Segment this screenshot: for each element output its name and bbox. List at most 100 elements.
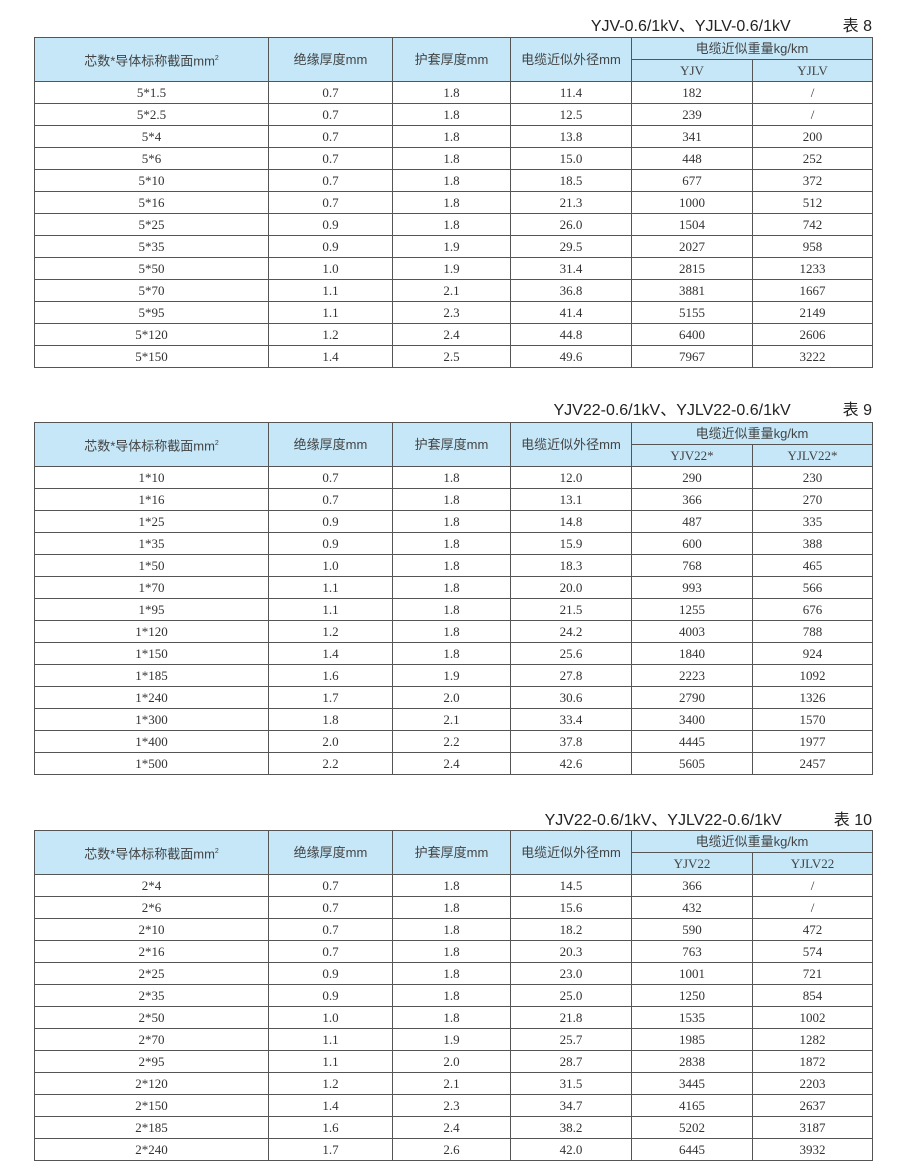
table-cell: / — [751, 874, 874, 897]
table-cell: 49.6 — [510, 345, 632, 368]
table-row: 5*1.5 0.7 1.8 11.4 182/ — [34, 81, 874, 104]
table-cell: 2.0 — [392, 1050, 511, 1073]
table-cell: 512 — [751, 191, 874, 214]
table-cell: 1.9 — [392, 1028, 511, 1051]
table-cell: 0.7 — [268, 191, 393, 214]
table-cell: 20.3 — [510, 940, 632, 963]
table-cell: 1.6 — [268, 1116, 393, 1139]
table-row: 1*240 1.7 2.0 30.6 2790 1326 — [34, 686, 874, 709]
table-cell: 2*25 — [34, 962, 269, 985]
table-cell: 1001 — [631, 962, 753, 985]
table-cell: 0.7 — [268, 918, 393, 941]
table-row: 2*35 0.9 1.8 25.0 1250 854 — [34, 984, 874, 1007]
table-cell: 1.1 — [268, 576, 393, 599]
table-row: 1*70 1.1 1.8 20.0 993 566 — [34, 576, 874, 599]
header-diameter: 电缆近似外径mm — [510, 422, 632, 467]
table-row: 1*16 0.7 1.8 13.1 366 270 — [34, 488, 874, 511]
table-cell: 15.9 — [510, 532, 632, 555]
table-cell: 1233 — [751, 257, 874, 280]
table-cell: 335 — [751, 510, 874, 533]
table-cell: 1*150 — [34, 642, 269, 665]
table-cell: 1.8 — [392, 918, 511, 941]
table-cell: 15.6 — [510, 896, 632, 919]
header-sheath: 护套厚度mm — [392, 37, 511, 82]
table-cell: 1.1 — [268, 598, 393, 621]
table-cell: 38.2 — [510, 1116, 632, 1139]
table-cell: 1.8 — [392, 896, 511, 919]
table-cell: 5*95 — [34, 301, 269, 324]
table-cell: 0.7 — [268, 940, 393, 963]
table-cell: 1.7 — [268, 1138, 393, 1161]
header-row: 芯数*导体标称截面mm2 绝缘厚度mm 护套厚度mm 电缆近似外径mm 电缆近似… — [34, 422, 874, 467]
table-row: 2*50 1.0 1.8 21.8 1535 1002 — [34, 1006, 874, 1029]
table-cell: 2457 — [751, 752, 874, 775]
table-cell: 2.2 — [268, 752, 393, 775]
table-row: 2*185 1.6 2.4 38.2 5202 3187 — [34, 1116, 874, 1139]
sub-header-row: YJV22 YJLV22 — [35, 852, 874, 875]
table-cell: 5*25 — [34, 213, 269, 236]
table-cell: 1.8 — [392, 81, 511, 104]
table-row: 1*400 2.0 2.2 37.8 4445 1977 — [34, 730, 874, 753]
table-row: 5*4 0.7 1.8 13.8 341 200 — [34, 125, 874, 148]
table-cell: 5*2.5 — [34, 103, 269, 126]
table-cell: 763 — [631, 940, 753, 963]
sub-header-aluminum: YJLV22* — [751, 444, 874, 467]
cable-spec-table: 芯数*导体标称截面mm2 绝缘厚度mm 护套厚度mm 电缆近似外径mm 电缆近似… — [34, 830, 874, 1161]
table-row: 2*10 0.7 1.8 18.2 590 472 — [34, 918, 874, 941]
table-cell: 18.5 — [510, 169, 632, 192]
table-cell: 721 — [751, 962, 874, 985]
table-row: 1*10 0.7 1.8 12.0 290 230 — [34, 466, 874, 489]
table-cell: 372 — [751, 169, 874, 192]
table-cell: 3187 — [751, 1116, 874, 1139]
table-cell: 1.8 — [392, 554, 511, 577]
table-cell: 239 — [631, 103, 753, 126]
table-cell: 1.1 — [268, 1050, 393, 1073]
table-row: 2*6 0.7 1.8 15.6 432/ — [34, 896, 874, 919]
table-cell: 366 — [631, 874, 753, 897]
table-cell: 36.8 — [510, 279, 632, 302]
table-cell: / — [751, 103, 874, 126]
table-cell: 1.8 — [392, 1006, 511, 1029]
table-cell: 2.1 — [392, 1072, 511, 1095]
table-cell: 14.5 — [510, 874, 632, 897]
table-cell: 448 — [631, 147, 753, 170]
table-cell: 465 — [751, 554, 874, 577]
table-row: 5*16 0.7 1.8 21.3 1000 512 — [34, 191, 874, 214]
table-cell: 2149 — [751, 301, 874, 324]
table-title: YJV-0.6/1kV、YJLV-0.6/1kV — [590, 18, 791, 35]
table-cell: 1.8 — [392, 642, 511, 665]
table-cell: 2*150 — [34, 1094, 269, 1117]
table-cell: 2*35 — [34, 984, 269, 1007]
table-cell: 2*120 — [34, 1072, 269, 1095]
table-row: 2*70 1.1 1.9 25.7 1985 1282 — [34, 1028, 874, 1051]
table-cell: 1872 — [751, 1050, 874, 1073]
table-cell: 2.6 — [392, 1138, 511, 1161]
header-sheath: 护套厚度mm — [392, 830, 511, 875]
table-row: 5*150 1.4 2.5 49.6 7967 3222 — [34, 345, 874, 368]
sub-header-copper: YJV — [631, 59, 753, 82]
table-cell: 1667 — [751, 279, 874, 302]
table-cell: 1*500 — [34, 752, 269, 775]
table-cell: 0.9 — [268, 510, 393, 533]
table-row: 5*2.5 0.7 1.8 12.5 239/ — [34, 103, 874, 126]
table-cell: 1*25 — [34, 510, 269, 533]
table-cell: 854 — [751, 984, 874, 1007]
table-cell: 12.5 — [510, 103, 632, 126]
table-cell: / — [751, 896, 874, 919]
table-cell: 4445 — [631, 730, 753, 753]
cable-spec-table: 芯数*导体标称截面mm2 绝缘厚度mm 护套厚度mm 电缆近似外径mm 电缆近似… — [34, 422, 874, 775]
table-cell: 1.0 — [268, 1006, 393, 1029]
table-cell: 14.8 — [510, 510, 632, 533]
sub-header-row: YJV22* YJLV22* — [35, 444, 874, 467]
table-number: 表 8 — [842, 18, 872, 35]
table-cell: 0.7 — [268, 488, 393, 511]
table-cell: 1.8 — [392, 532, 511, 555]
header-row: 芯数*导体标称截面mm2 绝缘厚度mm 护套厚度mm 电缆近似外径mm 电缆近似… — [34, 37, 874, 82]
table-cell: 2027 — [631, 235, 753, 258]
table-cell: 21.8 — [510, 1006, 632, 1029]
table-cell: 0.9 — [268, 532, 393, 555]
sub-header-row: YJV YJLV — [35, 59, 874, 82]
table-cell: 1.8 — [392, 169, 511, 192]
table-cell: 0.9 — [268, 235, 393, 258]
table-cell: 5*6 — [34, 147, 269, 170]
